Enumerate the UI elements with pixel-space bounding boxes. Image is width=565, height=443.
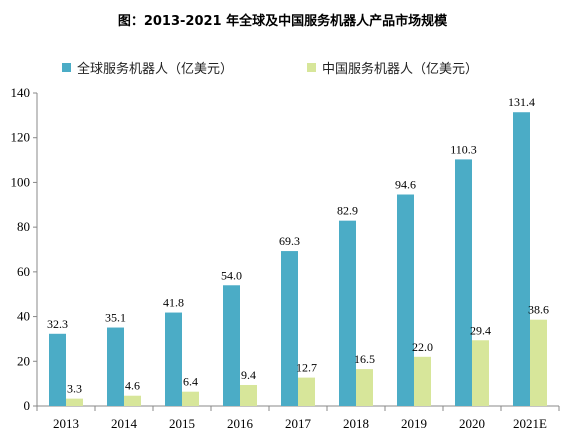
y-tick-label: 40 (17, 309, 30, 324)
data-label-china: 3.3 (67, 382, 82, 396)
data-label-global: 41.8 (163, 296, 184, 310)
x-tick-label: 2019 (401, 416, 427, 431)
legend-swatch-global (62, 63, 71, 72)
x-tick-label: 2014 (111, 416, 138, 431)
y-tick-label: 120 (11, 130, 31, 145)
data-label-global: 94.6 (395, 178, 416, 192)
x-tick-label: 2018 (343, 416, 369, 431)
legend-label-china: 中国服务机器人（亿美元） (322, 62, 479, 77)
data-label-global: 32.3 (47, 317, 68, 331)
y-tick-label: 0 (24, 398, 31, 413)
legend-item-global: 全球服务机器人（亿美元） (62, 58, 233, 77)
bar-china (472, 340, 489, 406)
data-label-china: 38.6 (528, 303, 549, 317)
data-label-china: 12.7 (296, 361, 317, 375)
y-tick-label: 20 (17, 353, 30, 368)
data-label-china: 4.6 (125, 379, 140, 393)
data-label-global: 54.0 (221, 268, 242, 282)
x-tick-label: 2017 (285, 416, 312, 431)
data-label-global: 35.1 (105, 311, 126, 325)
bar-china (530, 319, 547, 406)
bar-global (165, 312, 182, 406)
bar-china (124, 395, 141, 406)
data-label-china: 9.4 (241, 368, 256, 382)
y-tick-label: 100 (11, 174, 31, 189)
x-tick-label: 2021E (513, 416, 547, 431)
data-label-global: 110.3 (450, 142, 477, 156)
bar-china (298, 377, 315, 406)
legend-swatch-china (307, 63, 316, 72)
legend-label-global: 全球服务机器人（亿美元） (77, 62, 234, 77)
x-tick-label: 2020 (459, 416, 485, 431)
data-label-china: 29.4 (470, 323, 491, 337)
bar-global (455, 159, 472, 406)
x-tick-label: 2013 (53, 416, 79, 431)
bar-global (107, 327, 124, 406)
data-label-global: 131.4 (508, 95, 535, 109)
chart-title: 图：2013-2021 年全球及中国服务机器人产品市场规模 (117, 14, 448, 29)
data-label-china: 22.0 (412, 340, 433, 354)
bar-global (223, 285, 240, 406)
bar-china (182, 391, 199, 406)
x-tick-label: 2016 (227, 416, 254, 431)
bar-china (66, 398, 83, 406)
bar-china (356, 369, 373, 406)
bar-china (414, 356, 431, 406)
legend-item-china: 中国服务机器人（亿美元） (307, 58, 478, 77)
bar-global (397, 194, 414, 406)
y-tick-label: 60 (17, 264, 30, 279)
bar-global (49, 333, 66, 406)
bar-global (339, 220, 356, 406)
bar-global (281, 251, 298, 406)
data-label-global: 82.9 (337, 204, 358, 218)
data-label-china: 16.5 (354, 352, 375, 366)
bar-global (513, 112, 530, 406)
legend: 全球服务机器人（亿美元） 中国服务机器人（亿美元） (0, 58, 565, 77)
data-label-china: 6.4 (183, 375, 198, 389)
data-label-global: 69.3 (279, 234, 300, 248)
bar-china (240, 384, 257, 406)
y-tick-label: 140 (11, 85, 31, 100)
y-tick-label: 80 (17, 219, 30, 234)
x-tick-label: 2015 (169, 416, 195, 431)
